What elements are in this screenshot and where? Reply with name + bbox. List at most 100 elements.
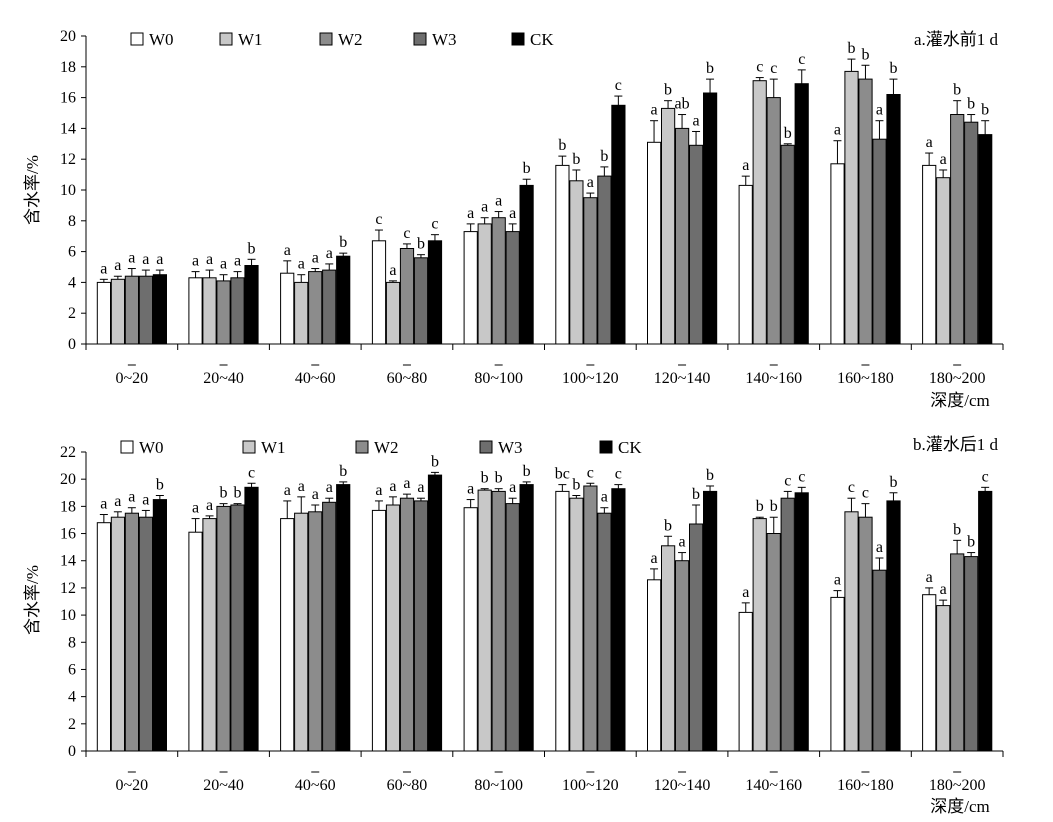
significance-label: b (481, 470, 489, 487)
y-tick-label: 10 (60, 607, 76, 624)
bar-w3-20-40 (230, 504, 245, 752)
significance-label: b (847, 40, 855, 57)
bar-w1-180-200 (936, 605, 951, 752)
significance-label: b (756, 498, 764, 515)
bar-w2-140-160 (766, 533, 781, 752)
significance-label: a (156, 251, 163, 268)
bar-w1-0-20 (110, 516, 126, 752)
significance-label: a (834, 122, 841, 139)
significance-label: c (848, 479, 855, 496)
bar-ck-20-40 (244, 486, 259, 752)
significance-label: a (284, 482, 291, 499)
bar-ck-60-80 (427, 240, 443, 345)
legend-swatch-w0 (120, 440, 134, 454)
significance-label: a (481, 199, 488, 216)
significance-label: a (114, 257, 121, 274)
significance-label: b (495, 470, 503, 487)
bar-w0-80-100 (463, 231, 478, 345)
bar-w2-80-100 (491, 217, 506, 345)
significance-label: a (601, 489, 608, 506)
bar-w2-160-180 (858, 516, 873, 752)
bar-w0-180-200 (922, 594, 937, 752)
bar-w2-140-160 (766, 97, 781, 345)
significance-label: b (861, 46, 869, 63)
significance-label: a (220, 256, 227, 273)
significance-label: b (220, 485, 228, 502)
significance-label: b (706, 60, 714, 77)
bar-ck-140-160 (794, 83, 809, 345)
bar-w3-160-180 (872, 138, 887, 345)
bar-w2-160-180 (858, 78, 873, 345)
x-tick-label-100-120: 100~120 (562, 370, 619, 387)
y-tick-label: 8 (68, 213, 76, 230)
significance-label: b (784, 125, 792, 142)
bar-ck-0-20 (152, 499, 168, 752)
x-tick-label-140-160: 140~160 (745, 370, 802, 387)
significance-label: b (558, 137, 566, 154)
significance-label: a (298, 256, 305, 273)
legend-label-w2: W2 (374, 438, 399, 457)
significance-label: a (876, 539, 883, 556)
significance-label: a (495, 193, 502, 210)
significance-label: a (312, 250, 319, 267)
bar-w3-180-200 (964, 556, 979, 752)
bar-w2-60-80 (399, 497, 415, 752)
significance-label: a (742, 584, 749, 601)
bar-ck-160-180 (886, 500, 901, 752)
x-tick-label-160-180: 160~180 (837, 777, 894, 794)
significance-label: c (756, 59, 763, 76)
legend-label-w3: W3 (432, 30, 457, 49)
significance-label: c (615, 466, 622, 483)
significance-label: a (650, 550, 657, 567)
bar-w0-100-120 (555, 164, 570, 345)
x-tick-label-0-20: 0~20 (116, 777, 149, 794)
significance-label: a (326, 479, 333, 496)
x-tick-label-120-140: 120~140 (654, 370, 711, 387)
x-tick-label-60-80: 60~80 (387, 370, 428, 387)
significance-label: b (339, 463, 347, 480)
bar-w2-100-120 (583, 485, 598, 752)
legend-swatch-w1 (242, 440, 256, 454)
bar-w2-180-200 (950, 553, 965, 752)
significance-label: c (798, 468, 805, 485)
bar-w1-20-40 (202, 277, 217, 345)
bar-w1-100-120 (569, 497, 584, 752)
significance-label: a (417, 479, 424, 496)
significance-label: a (284, 242, 291, 259)
x-tick-label-20-40: 20~40 (203, 777, 244, 794)
bar-ck-100-120 (611, 104, 626, 345)
x-tick-label-0-20: 0~20 (116, 370, 149, 387)
x-tick-label-140-160: 140~160 (745, 777, 802, 794)
bar-ck-120-140 (703, 92, 718, 345)
bar-w3-60-80 (413, 257, 429, 345)
y-tick-label: 16 (60, 90, 76, 107)
significance-label: b (953, 82, 961, 99)
significance-label: b (664, 517, 672, 534)
bar-w3-0-20 (138, 275, 154, 345)
significance-label: b (234, 485, 242, 502)
significance-label: a (467, 481, 474, 498)
y-tick-label: 14 (60, 120, 76, 137)
bar-w0-0-20 (96, 522, 112, 752)
bar-w1-180-200 (936, 177, 951, 345)
significance-label: a (940, 581, 947, 598)
significance-label: c (770, 60, 777, 77)
significance-label: b (417, 236, 425, 253)
bar-w0-100-120 (555, 490, 570, 752)
y-tick-label: 20 (60, 471, 76, 488)
bar-w1-100-120 (569, 180, 584, 345)
y-tick-label: 0 (68, 743, 76, 760)
x-tick-label-80-100: 80~100 (474, 777, 523, 794)
bar-w1-80-100 (477, 223, 492, 345)
bar-w3-120-140 (689, 144, 704, 345)
bar-w2-100-120 (583, 197, 598, 345)
significance-label: a (742, 157, 749, 174)
bar-w0-160-180 (830, 163, 845, 345)
bar-w1-160-180 (844, 70, 859, 345)
bar-w1-20-40 (202, 518, 217, 752)
x-tick-label-40-60: 40~60 (295, 370, 336, 387)
bar-w1-60-80 (385, 504, 401, 752)
bar-w0-140-160 (738, 184, 753, 345)
significance-label: a (678, 534, 685, 551)
significance-label: b (664, 82, 672, 99)
